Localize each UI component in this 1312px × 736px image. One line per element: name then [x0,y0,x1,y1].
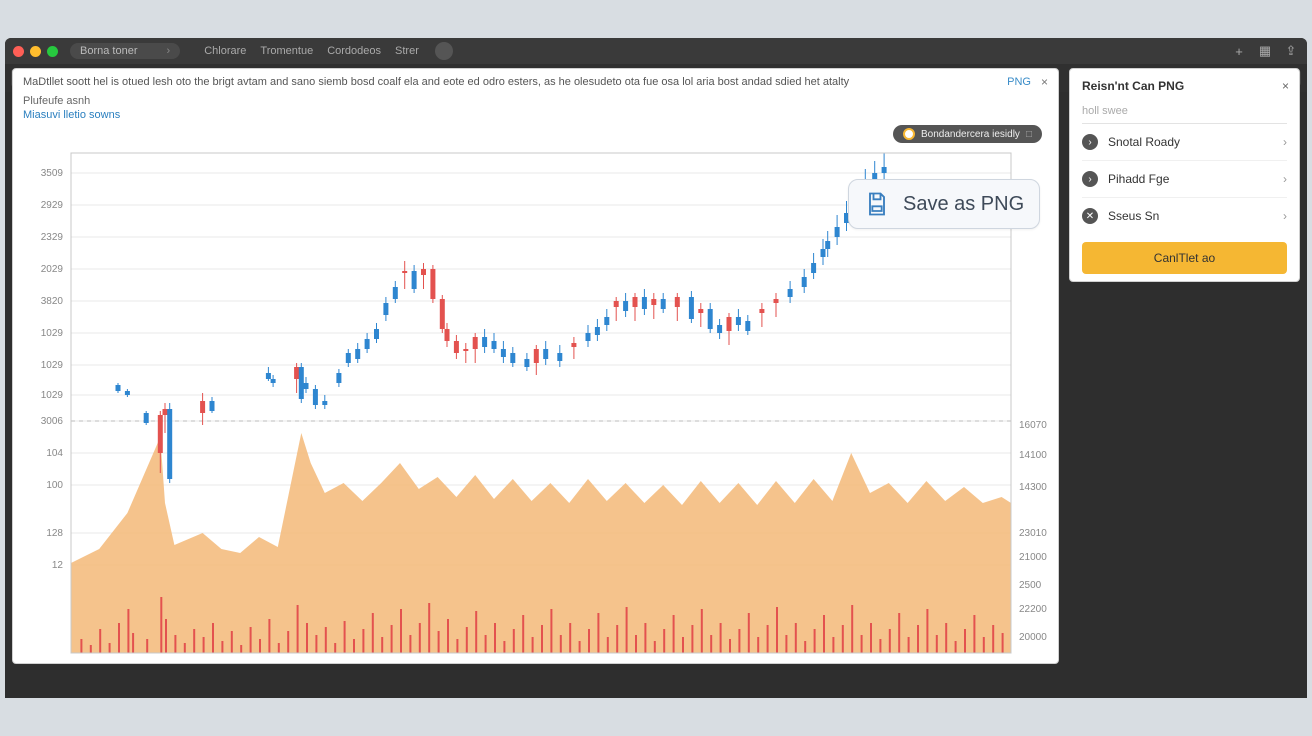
svg-text:23010: 23010 [1019,528,1047,539]
svg-text:21000: 21000 [1019,552,1047,563]
chart-description: MaDtllet soott hel is otued lesh oto the… [23,76,849,88]
svg-text:128: 128 [46,528,63,539]
close-icon[interactable]: × [1041,75,1048,89]
maximize-window-icon[interactable] [47,46,58,57]
side-panel-title: Reisn'nt Can PNG [1082,79,1287,93]
svg-text:3509: 3509 [41,168,64,179]
title-menu: Chlorare Tromentue Cordodeos Strer [204,45,419,57]
svg-text:1029: 1029 [41,360,64,371]
window-controls [13,46,58,57]
menu-item[interactable]: Strer [395,45,419,57]
browser-window: Borna toner › Chlorare Tromentue Cordode… [5,38,1307,698]
chevron-right-icon: › [1283,172,1287,186]
svg-text:20000: 20000 [1019,632,1047,643]
item-icon: ✕ [1082,208,1098,224]
item-icon: › [1082,134,1098,150]
close-window-icon[interactable] [13,46,24,57]
grid-icon[interactable]: ▦ [1257,43,1273,59]
save-as-png-button[interactable]: Save as PNG [848,179,1040,229]
side-search-input[interactable]: holl swee [1082,101,1287,124]
address-pill[interactable]: Borna toner › [70,43,180,59]
title-bar: Borna toner › Chlorare Tromentue Cordode… [5,38,1307,64]
svg-text:12: 12 [52,560,64,571]
svg-text:104: 104 [46,448,63,459]
menu-item[interactable]: Chlorare [204,45,246,57]
svg-text:1029: 1029 [41,328,64,339]
svg-text:3006: 3006 [41,416,64,427]
chart-tooltip: Bondandercera iesidly □ [893,125,1042,143]
item-label: Sseus Sn [1108,209,1159,223]
side-cta-button[interactable]: CanlTlet ao [1082,242,1287,274]
svg-text:22200: 22200 [1019,604,1047,615]
svg-text:2029: 2029 [41,264,64,275]
save-button-label: Save as PNG [903,193,1024,216]
side-item[interactable]: ✕ Sseus Sn › [1082,198,1287,234]
svg-text:14100: 14100 [1019,450,1047,461]
save-icon [863,190,891,218]
side-item[interactable]: › Pihadd Fge › [1082,161,1287,198]
svg-text:3820: 3820 [41,296,64,307]
menu-item[interactable]: Tromentue [260,45,313,57]
tooltip-text: Bondandercera iesidly [921,129,1020,140]
svg-text:16070: 16070 [1019,420,1047,431]
svg-text:2500: 2500 [1019,580,1042,591]
chart-panel: MaDtllet soott hel is otued lesh oto the… [12,68,1059,664]
upload-icon[interactable]: ⇪ [1283,43,1299,59]
chart-subtitle: Plufeufe asnh [13,95,1058,109]
avatar-icon[interactable] [435,42,453,60]
item-icon: › [1082,171,1098,187]
item-label: Pihadd Fge [1108,172,1169,186]
tooltip-marker-icon [903,128,915,140]
svg-text:2929: 2929 [41,200,64,211]
side-item[interactable]: › Snotal Roady › [1082,124,1287,161]
menu-item[interactable]: Cordodeos [327,45,381,57]
png-tag[interactable]: PNG [1007,76,1031,88]
svg-text:14300: 14300 [1019,482,1047,493]
minimize-window-icon[interactable] [30,46,41,57]
close-panel-icon[interactable]: × [1282,79,1289,93]
chevron-right-icon: › [1283,209,1287,223]
chevron-right-icon: › [1283,135,1287,149]
svg-text:2329: 2329 [41,232,64,243]
svg-text:100: 100 [46,480,63,491]
plus-icon[interactable]: + [1231,43,1247,59]
item-label: Snotal Roady [1108,135,1180,149]
address-text: Borna toner [80,45,137,57]
svg-text:1029: 1029 [41,390,64,401]
side-panel: Reisn'nt Can PNG × holl swee › Snotal Ro… [1069,68,1300,282]
